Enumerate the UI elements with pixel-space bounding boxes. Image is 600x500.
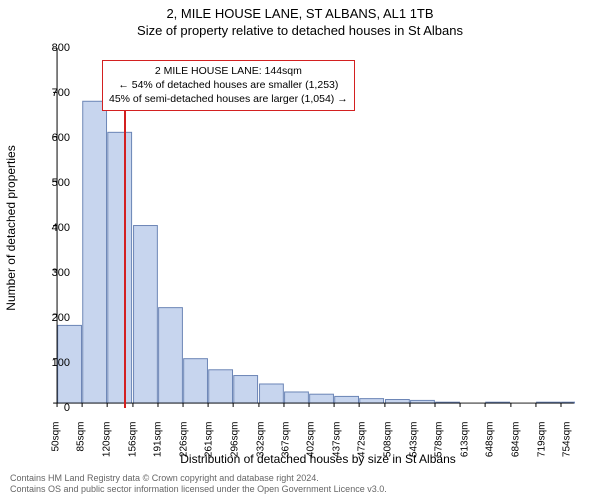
title-subtitle: Size of property relative to detached ho… bbox=[0, 21, 600, 38]
marker-line bbox=[124, 110, 126, 408]
y-tick-label: 400 bbox=[30, 222, 70, 234]
y-tick-label: 0 bbox=[30, 402, 70, 414]
annot-line2: ← 54% of detached houses are smaller (1,… bbox=[109, 78, 348, 92]
y-tick-label: 600 bbox=[30, 132, 70, 144]
x-axis-label: Distribution of detached houses by size … bbox=[56, 452, 580, 466]
y-tick-label: 700 bbox=[30, 87, 70, 99]
annot-line1: 2 MILE HOUSE LANE: 144sqm bbox=[109, 64, 348, 78]
y-tick-label: 800 bbox=[30, 42, 70, 54]
y-tick-label: 500 bbox=[30, 177, 70, 189]
y-tick-label: 300 bbox=[30, 267, 70, 279]
title-address: 2, MILE HOUSE LANE, ST ALBANS, AL1 1TB bbox=[0, 0, 600, 21]
y-axis-label: Number of detached properties bbox=[4, 48, 20, 408]
footer-line1: Contains HM Land Registry data © Crown c… bbox=[10, 473, 387, 485]
annotation-box: 2 MILE HOUSE LANE: 144sqm ← 54% of detac… bbox=[102, 60, 355, 111]
y-tick-label: 100 bbox=[30, 357, 70, 369]
annot-line3: 45% of semi-detached houses are larger (… bbox=[109, 92, 348, 106]
y-tick-label: 200 bbox=[30, 312, 70, 324]
footer-attribution: Contains HM Land Registry data © Crown c… bbox=[10, 473, 387, 496]
footer-line2: Contains OS and public sector informatio… bbox=[10, 484, 387, 496]
figure-container: 2, MILE HOUSE LANE, ST ALBANS, AL1 1TB S… bbox=[0, 0, 600, 500]
